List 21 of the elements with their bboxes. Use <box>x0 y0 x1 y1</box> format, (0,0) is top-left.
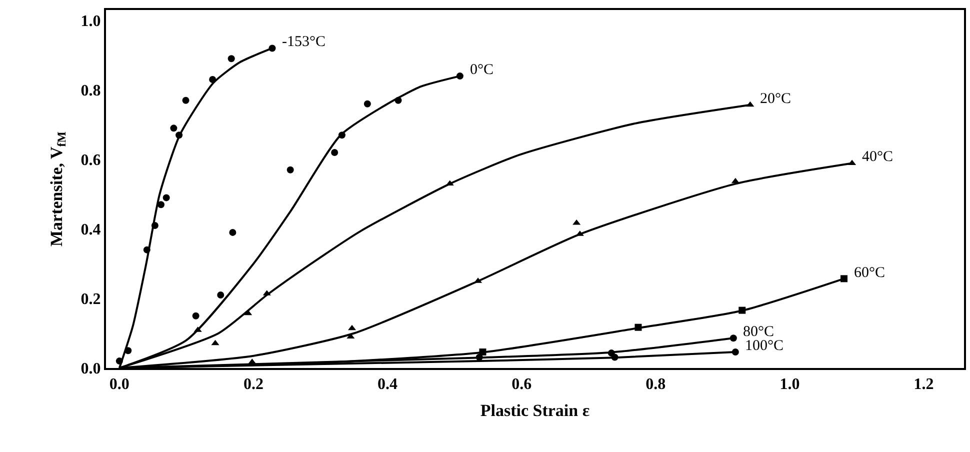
x-tick-label: 1.0 <box>780 376 800 394</box>
series-label: 80°C <box>743 324 774 340</box>
y-tick-label: 0.2 <box>80 291 101 308</box>
x-tick-label: 0.8 <box>646 376 666 394</box>
y-tick-label: 1.0 <box>80 13 101 30</box>
x-tick-label: 0.0 <box>109 376 130 394</box>
y-tick-label: 0.0 <box>80 360 101 378</box>
series-label: -153°C <box>282 34 326 50</box>
series-label: 0°C <box>470 62 494 78</box>
y-tick-label: 0.6 <box>80 152 101 170</box>
x-tick-label: 0.4 <box>378 376 398 394</box>
x-tick-label: 0.2 <box>243 376 264 394</box>
x-tick-label: 0.6 <box>512 376 532 394</box>
series-label: 60°C <box>854 265 886 281</box>
y-tick-label: 0.8 <box>80 82 101 100</box>
series-label: 20°C <box>760 91 792 107</box>
x-axis-title: Plastic Strain ε <box>480 401 590 420</box>
y-tick-label: 0.4 <box>80 222 101 239</box>
x-tick-label: 1.2 <box>914 376 934 394</box>
series-label: 40°C <box>862 149 894 165</box>
series-label: 100°C <box>745 338 784 354</box>
